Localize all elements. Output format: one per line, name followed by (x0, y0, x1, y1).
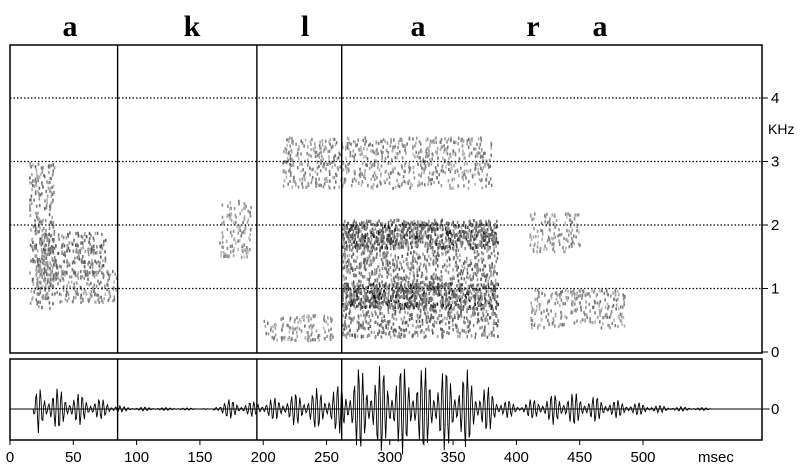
energy-region-2 (35, 231, 107, 279)
energy-region-1 (29, 161, 56, 311)
time-tick-label-450: 450 (567, 449, 592, 465)
frequency-tick-label-4: 4 (771, 90, 779, 107)
frequency-tick-label-0: 0 (771, 344, 779, 361)
phoneme-label-3: l (301, 10, 309, 43)
energy-region-5 (263, 314, 334, 343)
time-tick-label-250: 250 (314, 449, 339, 465)
energy-region-9 (341, 218, 499, 340)
energy-region-10 (529, 212, 581, 254)
phoneme-label-5: r (526, 10, 539, 43)
frequency-gridlines (10, 97, 762, 290)
time-tick-label-0: 0 (6, 449, 14, 465)
spectrogram-panel: 0 1 2 3 4 KHz (9, 44, 794, 361)
spectrogram-frame (9, 44, 763, 354)
amplitude-axis: 0 (762, 401, 779, 418)
time-axis: 0 50 100 150 200 250 300 350 400 450 500 (6, 440, 656, 465)
energy-region-6 (282, 136, 493, 190)
waveform-line (10, 365, 770, 455)
frequency-tick-label-2: 2 (771, 217, 779, 234)
segment-boundaries-spectrogram (116, 45, 343, 353)
time-tick-label-350: 350 (441, 449, 466, 465)
segment-boundaries-waveform (116, 359, 343, 440)
energy-region-11 (530, 288, 626, 330)
frequency-unit-label: KHz (768, 121, 794, 137)
frequency-axis: 0 1 2 3 4 (762, 90, 779, 361)
waveform-panel: 0 0 50 100 150 200 250 300 350 400 450 500 msec (6, 358, 779, 465)
frequency-tick-label-1: 1 (771, 281, 779, 298)
time-tick-label-300: 300 (377, 449, 402, 465)
time-tick-label-100: 100 (124, 449, 149, 465)
phoneme-label-1: a (63, 10, 78, 43)
phoneme-label-2: k (184, 10, 201, 43)
time-tick-label-150: 150 (187, 449, 212, 465)
phoneme-label-row: a k l a r a (63, 10, 608, 43)
spectrogram-energy (29, 136, 626, 343)
time-tick-label-50: 50 (65, 449, 82, 465)
time-tick-label-400: 400 (504, 449, 529, 465)
amplitude-tick-label-0: 0 (771, 401, 779, 418)
energy-region-4 (219, 199, 252, 260)
phoneme-label-6: a (593, 10, 608, 43)
waveform-trace (10, 365, 770, 455)
time-tick-label-500: 500 (630, 449, 655, 465)
time-tick-label-200: 200 (251, 449, 276, 465)
frequency-tick-label-3: 3 (771, 154, 779, 171)
phoneme-label-4: a (411, 10, 426, 43)
time-unit-label: msec (698, 449, 734, 465)
